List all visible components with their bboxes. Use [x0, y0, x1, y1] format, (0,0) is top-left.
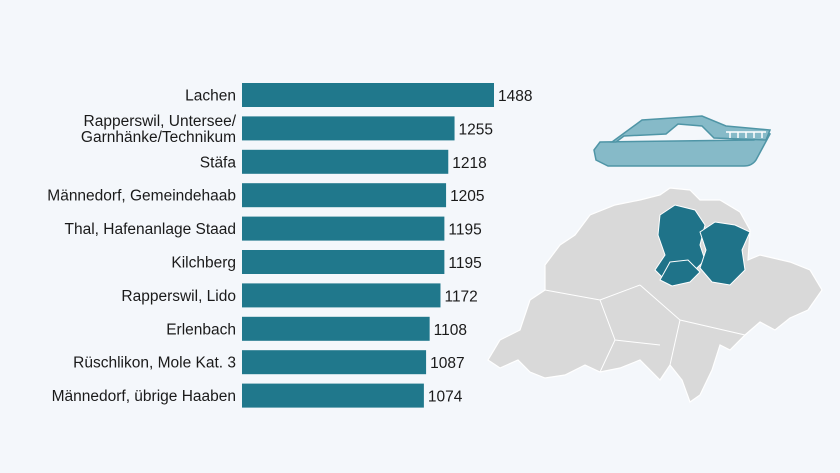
highlight-canton-schwyz: [659, 259, 701, 287]
value-label: 1488: [498, 88, 532, 105]
bar: [242, 316, 430, 341]
value-label: 1195: [448, 255, 481, 272]
value-label: 1087: [430, 355, 464, 372]
highlight-canton-st-gallen: [699, 221, 751, 286]
value-label: 1205: [450, 188, 484, 205]
bar: [242, 216, 445, 241]
bar: [242, 383, 424, 408]
category-label: Stäfa: [200, 154, 237, 171]
category-label: Kilchberg: [171, 255, 236, 272]
switzerland-outline: [487, 187, 823, 403]
value-label: 1108: [434, 322, 467, 339]
value-label: 1172: [444, 288, 477, 305]
value-label: 1255: [459, 121, 493, 138]
value-label: 1195: [448, 222, 481, 239]
category-label: Rapperswil, Untersee/Garnhänke/Technikum: [81, 113, 237, 146]
bar: [242, 183, 447, 208]
category-label: Rapperswil, Lido: [121, 288, 236, 305]
value-label: 1218: [452, 155, 486, 172]
category-label: Männedorf, Gemeindehaab: [47, 188, 236, 205]
bar: [242, 149, 449, 174]
category-label: Männedorf, übrige Haaben: [52, 388, 236, 405]
bar: [242, 283, 441, 308]
bars-group: Lachen 1488 Rapperswil, Untersee/Garnhänke…: [47, 83, 532, 408]
bar: [242, 250, 445, 274]
value-label: 1074: [428, 389, 463, 406]
switzerland-map: [487, 187, 823, 403]
bar: [242, 83, 494, 107]
bar: [242, 350, 427, 375]
category-label: Thal, Hafenanlage Staad: [65, 221, 236, 238]
boat-icon: [593, 115, 772, 167]
bar: [242, 116, 455, 141]
category-label: Lachen: [185, 88, 236, 105]
category-label: Rüschlikon, Mole Kat. 3: [73, 355, 236, 372]
category-label: Erlenbach: [166, 321, 236, 338]
